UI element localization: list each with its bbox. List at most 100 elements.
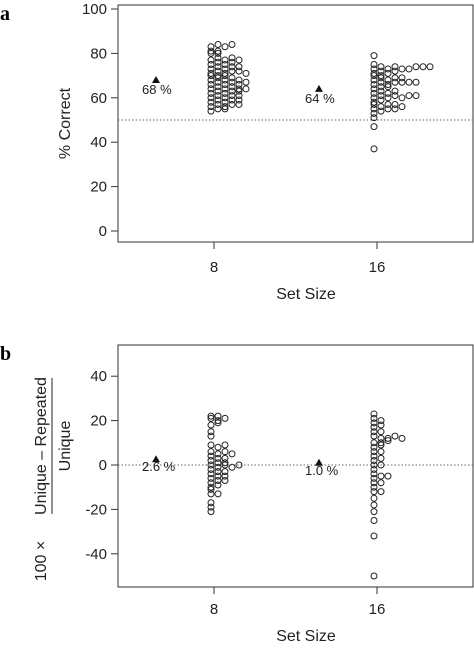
panel-a-data-point-8	[221, 85, 229, 93]
panel-a-data-point-8	[235, 96, 243, 104]
panel-b-data-point-8	[207, 412, 215, 420]
panel-a-y-tick-label: 60	[90, 90, 107, 107]
panel-b-y-tick-label: 40	[90, 368, 107, 385]
panel-a-data-point-16	[377, 96, 385, 104]
panel-a-data-point-8	[228, 92, 236, 100]
panel-b-data-point-8	[214, 472, 222, 480]
panel-a-data-point-16	[384, 65, 392, 73]
panel-b-y-axis-label-prefix: 100 ×	[33, 541, 50, 581]
panel-a-mean-marker-8	[152, 76, 160, 84]
panel-b-data-point-8	[207, 441, 215, 449]
panel-b-data-point-16	[377, 439, 385, 447]
panel-b-data-point-16	[370, 461, 378, 469]
panel-a-data-point-8	[214, 83, 222, 91]
panel-b-data-point-16	[398, 434, 406, 442]
panel-b-data-point-8	[207, 503, 215, 511]
panel-a-data-point-8	[207, 103, 215, 111]
panel-a-data-point-8	[221, 89, 229, 97]
panel-a-data-point-16	[391, 100, 399, 108]
panel-a-data-point-16	[398, 103, 406, 111]
panel-b-data-point-8	[207, 508, 215, 516]
panel-a-data-point-8	[214, 87, 222, 95]
panel-b-letter: b	[0, 343, 11, 365]
panel-b-mean-label-16: 1.0 %	[305, 463, 339, 478]
panel-a-data-point-8	[228, 67, 236, 75]
panel-b-data-point-16	[377, 448, 385, 456]
panel-b-data-point-8	[207, 479, 215, 487]
panel-b-data-point-8	[207, 457, 215, 465]
panel-a-data-point-16	[384, 69, 392, 77]
panel-a-y-axis-label: % Correct	[57, 87, 74, 159]
panel-b-data-point-16	[370, 448, 378, 456]
panel-b-data-point-16	[370, 432, 378, 440]
panel-b-data-point-8	[221, 461, 229, 469]
panel-b-data-point-8	[228, 463, 236, 471]
panel-a-data-point-8	[221, 105, 229, 113]
panel-b-data-point-16	[377, 479, 385, 487]
panel-a-data-point-8	[235, 63, 243, 71]
panel-a-data-point-8	[207, 65, 215, 73]
panel-b-data-point-16	[370, 423, 378, 431]
panel-b-data-point-8	[221, 441, 229, 449]
panel-b-data-point-16	[370, 428, 378, 436]
panel-b-data-point-8	[221, 459, 229, 467]
panel-b-data-point-8	[207, 421, 215, 429]
panel-a-data-point-8	[207, 47, 215, 55]
panel-a-data-point-8	[228, 54, 236, 62]
panel-a-y-tick-label: 100	[82, 1, 107, 18]
panel-a-data-point-16	[377, 67, 385, 75]
panel-b-x-axis-label: Set Size	[276, 628, 336, 645]
panel-b-data-point-8	[228, 450, 236, 458]
panel-a-mean-marker-16	[315, 84, 323, 92]
panel-a-data-point-16	[370, 85, 378, 93]
panel-a-data-point-8	[214, 58, 222, 66]
panel-a-y-tick-label: 80	[90, 45, 107, 62]
panel-a-data-point-8	[235, 56, 243, 64]
panel-a-data-point-16	[398, 74, 406, 82]
panel-a-data-point-16	[398, 65, 406, 73]
panel-a-data-point-16	[377, 78, 385, 86]
panel-b-data-point-8	[214, 450, 222, 458]
panel-b-data-point-16	[377, 428, 385, 436]
panel-a-data-point-8	[235, 100, 243, 108]
panel-a-data-point-8	[235, 85, 243, 93]
panel-b-data-point-8	[214, 412, 222, 420]
panel-b-data-point-8	[207, 465, 215, 473]
panel-b-data-point-16	[370, 494, 378, 502]
panel-b-data-point-8	[214, 459, 222, 467]
panel-b-data-point-16	[370, 410, 378, 418]
panel-a-data-point-8	[228, 83, 236, 91]
panel-a-data-point-16	[377, 107, 385, 115]
panel-a-data-point-16	[398, 78, 406, 86]
panel-a-data-point-8	[228, 74, 236, 82]
panel-a-x-axis-label: Set Size	[276, 286, 336, 303]
panel-b-data-point-8	[221, 414, 229, 422]
panel-b-data-point-8	[214, 481, 222, 489]
panel-b-data-point-8	[207, 428, 215, 436]
panel-a-data-point-8	[235, 67, 243, 75]
panel-a-data-point-8	[214, 74, 222, 82]
panel-b-plot-frame	[117, 344, 474, 588]
panel-a-letter: a	[0, 3, 10, 25]
panel-a-data-point-8	[207, 80, 215, 88]
panel-b-data-point-16	[370, 439, 378, 447]
panel-a-data-point-16	[377, 103, 385, 111]
panel-b-data-point-16	[370, 508, 378, 516]
panel-a-data-point-16	[384, 94, 392, 102]
panel-a-data-point-16	[391, 63, 399, 71]
panel-a-data-point-16	[370, 114, 378, 122]
panel-b-mean-marker-16	[315, 458, 323, 466]
panel-b-data-point-16	[370, 457, 378, 465]
panel-b-data-point-16	[370, 470, 378, 478]
panel-b-data-point-8	[214, 417, 222, 425]
panel-a-data-point-16	[391, 67, 399, 75]
panel-b-data-point-8	[221, 448, 229, 456]
panel-a-data-point-16	[384, 80, 392, 88]
panel-a-data-point-8	[228, 78, 236, 86]
panel-b-data-point-16	[370, 419, 378, 427]
panel-b-data-point-16	[377, 421, 385, 429]
panel-a-plot-frame	[117, 4, 474, 243]
panel-a-data-point-8	[214, 92, 222, 100]
panel-a-mean-label-16: 64 %	[305, 91, 335, 106]
panel-a-data-point-16	[377, 87, 385, 95]
